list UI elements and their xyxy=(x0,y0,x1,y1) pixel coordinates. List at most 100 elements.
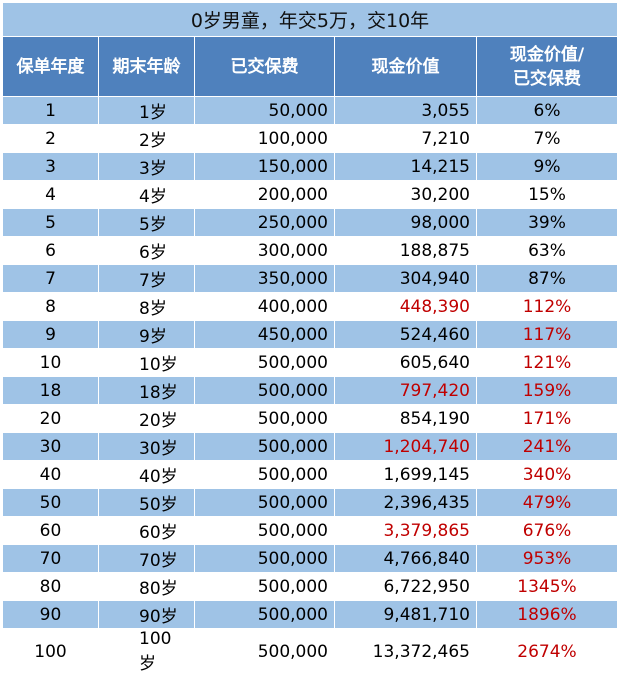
cell-cash-value: 14,215 xyxy=(334,152,477,181)
cell-end-age: 100岁 xyxy=(98,628,195,675)
cell-premium-paid: 500,000 xyxy=(194,488,335,517)
cell-ratio: 121% xyxy=(475,348,619,377)
cell-cash-value: 1,204,740 xyxy=(334,432,477,461)
cell-end-age: 40岁 xyxy=(98,460,195,489)
header-ratio-line-1: 现金价值/ xyxy=(509,44,585,65)
cell-cash-value: 605,640 xyxy=(334,348,477,377)
table-row: 5 5岁 250,000 98,000 39% xyxy=(2,208,619,237)
table-row: 70 70岁 500,000 4,766,840 953% xyxy=(2,544,619,573)
cell-end-age: 20岁 xyxy=(98,404,195,433)
cell-policy-year: 3 xyxy=(2,152,99,181)
table-row: 18 18岁 500,000 797,420 159% xyxy=(2,376,619,405)
table-row: 80 80岁 500,000 6,722,950 1345% xyxy=(2,572,619,601)
cell-premium-paid: 500,000 xyxy=(194,348,335,377)
header-cash-value: 现金价值 xyxy=(334,36,477,97)
header-end-age: 期末年龄 xyxy=(98,36,195,97)
table-body: 1 1岁 50,000 3,055 6% 2 2岁 100,000 7,210 7% 3 3岁 150,… xyxy=(2,96,619,675)
cell-premium-paid: 150,000 xyxy=(194,152,335,181)
cell-cash-value: 13,372,465 xyxy=(334,628,477,675)
cell-ratio: 171% xyxy=(475,404,619,433)
cell-ratio: 7% xyxy=(475,124,619,153)
cell-cash-value: 524,460 xyxy=(334,320,477,349)
cell-ratio: 1345% xyxy=(475,572,619,601)
cell-ratio: 676% xyxy=(475,516,619,545)
cell-end-age: 10岁 xyxy=(98,348,195,377)
cell-cash-value: 3,379,865 xyxy=(334,516,477,545)
table-row: 30 30岁 500,000 1,204,740 241% xyxy=(2,432,619,461)
cell-premium-paid: 500,000 xyxy=(194,572,335,601)
table-row: 60 60岁 500,000 3,379,865 676% xyxy=(2,516,619,545)
cell-premium-paid: 250,000 xyxy=(194,208,335,237)
cell-cash-value: 797,420 xyxy=(334,376,477,405)
table-row: 40 40岁 500,000 1,699,145 340% xyxy=(2,460,619,489)
cell-end-age: 60岁 xyxy=(98,516,195,545)
cell-premium-paid: 300,000 xyxy=(194,236,335,265)
cell-cash-value: 2,396,435 xyxy=(334,488,477,517)
cell-cash-value: 304,940 xyxy=(334,264,477,293)
cell-premium-paid: 500,000 xyxy=(194,516,335,545)
table-row: 10 10岁 500,000 605,640 121% xyxy=(2,348,619,377)
cell-end-age: 7岁 xyxy=(98,264,195,293)
cell-cash-value: 1,699,145 xyxy=(334,460,477,489)
cell-policy-year: 50 xyxy=(2,488,99,517)
cell-policy-year: 10 xyxy=(2,348,99,377)
cell-cash-value: 9,481,710 xyxy=(334,600,477,629)
table-row: 2 2岁 100,000 7,210 7% xyxy=(2,124,619,153)
cell-ratio: 15% xyxy=(475,180,619,209)
cell-policy-year: 4 xyxy=(2,180,99,209)
cell-end-age: 5岁 xyxy=(98,208,195,237)
cell-cash-value: 30,200 xyxy=(334,180,477,209)
table-row: 90 90岁 500,000 9,481,710 1896% xyxy=(2,600,619,629)
cell-policy-year: 2 xyxy=(2,124,99,153)
cell-policy-year: 60 xyxy=(2,516,99,545)
cell-cash-value: 6,722,950 xyxy=(334,572,477,601)
cell-policy-year: 1 xyxy=(2,96,99,125)
cell-ratio: 1896% xyxy=(475,600,619,629)
cell-ratio: 340% xyxy=(475,460,619,489)
table-row: 9 9岁 450,000 524,460 117% xyxy=(2,320,619,349)
header-policy-year: 保单年度 xyxy=(2,36,99,97)
table-row: 8 8岁 400,000 448,390 112% xyxy=(2,292,619,321)
table-row: 50 50岁 500,000 2,396,435 479% xyxy=(2,488,619,517)
table-row: 6 6岁 300,000 188,875 63% xyxy=(2,236,619,265)
cell-premium-paid: 100,000 xyxy=(194,124,335,153)
cell-end-age: 4岁 xyxy=(98,180,195,209)
cell-end-age: 80岁 xyxy=(98,572,195,601)
cell-end-age: 50岁 xyxy=(98,488,195,517)
header-row: 保单年度 期末年龄 已交保费 现金价值 现金价值/ 已交保费 xyxy=(2,36,619,97)
cell-end-age: 30岁 xyxy=(98,432,195,461)
cell-ratio: 39% xyxy=(475,208,619,237)
cell-end-age: 2岁 xyxy=(98,124,195,153)
cell-policy-year: 9 xyxy=(2,320,99,349)
header-ratio-line-2: 已交保费 xyxy=(513,68,582,89)
header-ratio: 现金价值/ 已交保费 xyxy=(475,36,619,97)
cell-premium-paid: 500,000 xyxy=(194,376,335,405)
cell-premium-paid: 400,000 xyxy=(194,292,335,321)
cell-ratio: 241% xyxy=(475,432,619,461)
table-row: 1 1岁 50,000 3,055 6% xyxy=(2,96,619,125)
cell-policy-year: 30 xyxy=(2,432,99,461)
cell-policy-year: 40 xyxy=(2,460,99,489)
cell-cash-value: 448,390 xyxy=(334,292,477,321)
cell-policy-year: 20 xyxy=(2,404,99,433)
cell-premium-paid: 500,000 xyxy=(194,404,335,433)
cell-cash-value: 4,766,840 xyxy=(334,544,477,573)
cell-end-age: 8岁 xyxy=(98,292,195,321)
table-row: 3 3岁 150,000 14,215 9% xyxy=(2,152,619,181)
header-premium-paid: 已交保费 xyxy=(194,36,335,97)
table-row: 4 4岁 200,000 30,200 15% xyxy=(2,180,619,209)
table-row: 100 100岁 500,000 13,372,465 2674% xyxy=(2,628,619,675)
cell-end-age: 90岁 xyxy=(98,600,195,629)
cell-cash-value: 98,000 xyxy=(334,208,477,237)
cell-end-age: 18岁 xyxy=(98,376,195,405)
cell-end-age: 3岁 xyxy=(98,152,195,181)
cell-end-age: 9岁 xyxy=(98,320,195,349)
cell-premium-paid: 500,000 xyxy=(194,628,335,675)
cell-premium-paid: 500,000 xyxy=(194,544,335,573)
table-row: 7 7岁 350,000 304,940 87% xyxy=(2,264,619,293)
cell-cash-value: 7,210 xyxy=(334,124,477,153)
cell-cash-value: 3,055 xyxy=(334,96,477,125)
cell-premium-paid: 450,000 xyxy=(194,320,335,349)
cell-policy-year: 90 xyxy=(2,600,99,629)
